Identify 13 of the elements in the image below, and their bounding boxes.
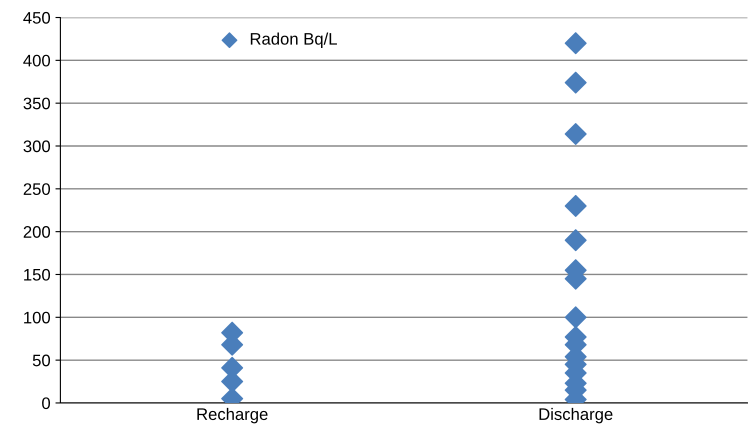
y-tick-label: 50 [32, 354, 50, 366]
x-tick-label: Discharge [540, 408, 612, 424]
y-tick-label: 0 [42, 397, 50, 410]
y-tick-label: 250 [24, 183, 50, 196]
y-tick-label: 400 [23, 54, 50, 67]
y-tick-label: 200 [24, 226, 50, 238]
y-tick-label: 150 [24, 268, 50, 281]
y-tick-label: 100 [24, 312, 50, 324]
y-tick-label: 450 [23, 12, 50, 24]
legend-label: Radon Bq/L [250, 32, 337, 48]
x-tick-label: Recharge [197, 408, 268, 424]
y-tick-label: 350 [24, 98, 50, 110]
y-tick-label: 300 [24, 140, 50, 152]
